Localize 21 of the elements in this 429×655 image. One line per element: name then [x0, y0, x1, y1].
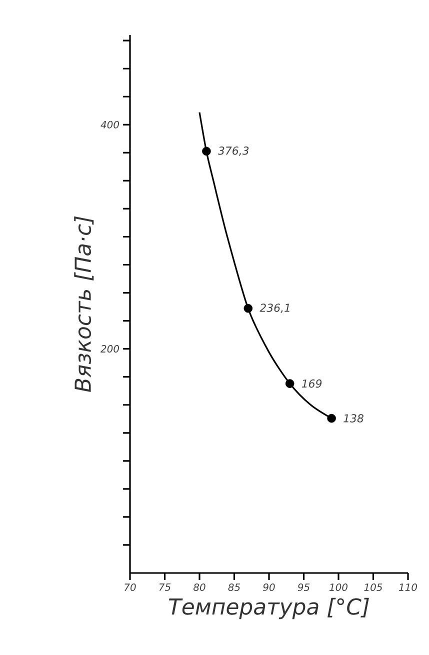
- x-tick-label: 110: [398, 583, 418, 592]
- x-tick-label: 75: [159, 583, 171, 591]
- x-axis-title: Температура [°C]: [168, 598, 369, 620]
- point: [285, 379, 294, 388]
- x-tick-label: 105: [364, 583, 382, 592]
- y-axis-title: Вязкость [Па·с]: [74, 216, 94, 392]
- point: [327, 414, 336, 423]
- x-tick-label: 80: [193, 583, 206, 592]
- point: [244, 304, 253, 313]
- x-tick-label: 95: [298, 583, 310, 592]
- data-label: 376,3: [218, 146, 249, 156]
- x-tick-label: 85: [228, 583, 240, 592]
- x-tick-label: 70: [124, 583, 136, 592]
- x-tick-label: 90: [263, 583, 275, 592]
- data-label: 236,1: [260, 304, 290, 314]
- y-tick-label: 200: [100, 345, 120, 353]
- point: [202, 146, 211, 156]
- data-label: 138: [344, 414, 364, 422]
- data-label: 169: [302, 379, 322, 388]
- y-tick-label: 400: [100, 120, 120, 128]
- x-tick-label: 100: [329, 583, 348, 592]
